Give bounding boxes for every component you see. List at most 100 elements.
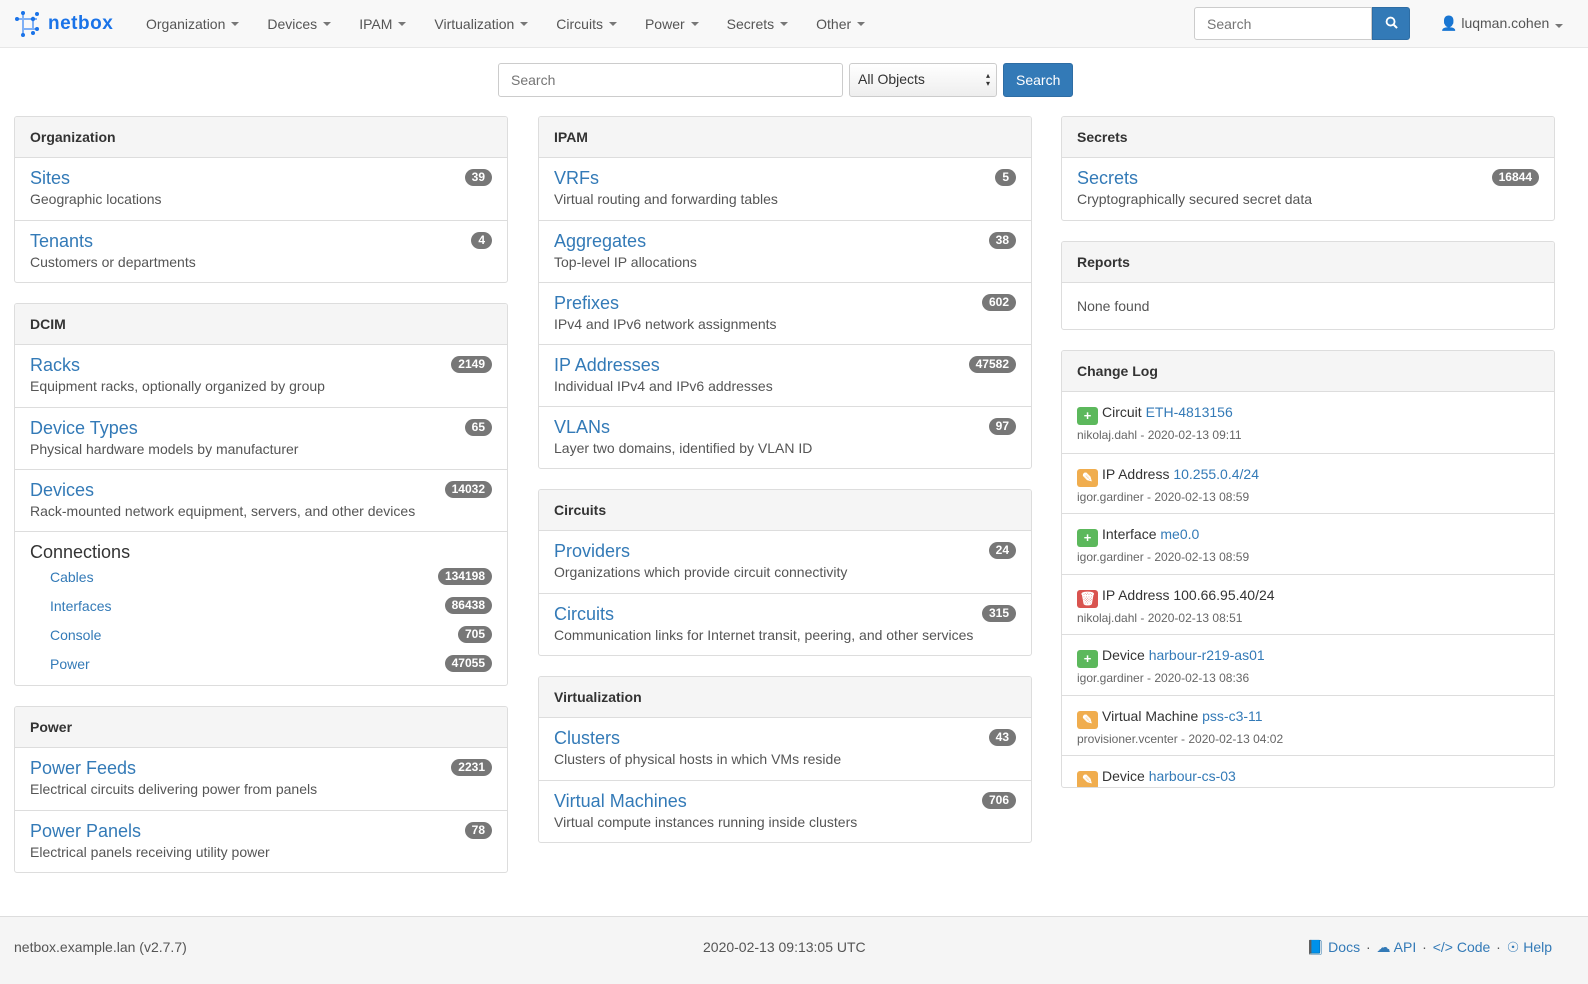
panel-reports: Reports None found: [1061, 241, 1555, 330]
update-icon: ✎: [1077, 468, 1098, 487]
user-menu[interactable]: 👤 luqman.cohen: [1440, 15, 1564, 32]
item-link[interactable]: IP Addresses: [554, 355, 660, 375]
api-link[interactable]: ☁ API: [1376, 939, 1417, 955]
item-description: Clusters of physical hosts in which VMs …: [554, 751, 842, 767]
object-link[interactable]: ETH-4813156: [1145, 404, 1233, 420]
item-description: Rack-mounted network equipment, servers,…: [30, 503, 416, 519]
panel-body: Power Feeds 2231 Electrical circuits deliv…: [15, 748, 507, 872]
nav-power[interactable]: Power: [631, 16, 713, 32]
item-link[interactable]: Sites: [30, 168, 71, 188]
footer-links: 📘 Docs · ☁ API · </> Code · ☉ Help: [1306, 939, 1552, 955]
netbox-logo-icon: [15, 10, 39, 37]
nav-devices[interactable]: Devices: [253, 16, 345, 32]
nav-circuits[interactable]: Circuits: [542, 16, 631, 32]
item-description: Virtual routing and forwarding tables: [554, 191, 778, 207]
count-badge: 47055: [444, 655, 492, 672]
caret-icon: [398, 21, 407, 26]
item-link[interactable]: Providers: [554, 541, 631, 561]
object-link[interactable]: harbour-cs-03: [1148, 768, 1236, 784]
code-link[interactable]: </> Code: [1432, 939, 1491, 955]
item-description: Organizations which provide circuit conn…: [554, 564, 848, 580]
item-link[interactable]: Prefixes: [554, 293, 620, 313]
nav-virtualization[interactable]: Virtualization: [420, 16, 542, 32]
object-link[interactable]: 10.255.0.4/24: [1173, 465, 1259, 482]
footer-time: 2020-02-13 09:13:05 UTC: [703, 939, 866, 955]
create-icon: +: [1077, 529, 1098, 547]
panel-body: Sites 39 Geographic locations Tenants 4 Custo…: [15, 158, 507, 282]
item-link[interactable]: Power Panels: [30, 821, 142, 841]
item-link[interactable]: Secrets: [1077, 168, 1139, 188]
search-icon: [1385, 16, 1398, 29]
panel-heading: IPAM: [539, 117, 1031, 158]
item-link[interactable]: Circuits: [554, 604, 615, 624]
nav-organization[interactable]: Organization: [132, 16, 253, 32]
changelog-entry: + Interface me0.0 igor.gardiner - 2020-02-…: [1062, 513, 1554, 574]
list-item-sites: Sites 39 Geographic locations: [15, 158, 507, 220]
count-badge: 47582: [968, 356, 1016, 373]
panel-body: Racks 2149 Equipment racks, optionally org…: [15, 345, 507, 685]
item-link[interactable]: Virtual Machines: [554, 791, 687, 811]
list-item-tenants: Tenants 4 Customers or departments: [15, 220, 507, 282]
object-link[interactable]: pss-c3-11: [1202, 707, 1263, 724]
empty-message: None found: [1077, 298, 1150, 314]
item-link[interactable]: Tenants: [30, 231, 94, 251]
item-link[interactable]: VRFs: [554, 168, 599, 188]
object-link[interactable]: harbour-r219-as01: [1148, 647, 1265, 663]
item-link[interactable]: Racks: [30, 355, 81, 375]
object-type-value: All Objects: [858, 71, 925, 87]
count-badge: 24: [988, 542, 1016, 559]
delete-icon: 🗑: [1077, 589, 1098, 608]
changelog-entry: ✎ IP Address 10.255.0.4/24 igor.gardiner -…: [1062, 452, 1554, 514]
item-link[interactable]: Devices: [30, 480, 95, 500]
item-link[interactable]: Aggregates: [554, 231, 647, 251]
nav-search-input[interactable]: [1194, 7, 1372, 40]
list-item-devices: Devices 14032 Rack-mounted network equipme…: [15, 469, 507, 531]
object-type: Virtual Machine: [1102, 707, 1199, 724]
panel-power: Power Power Feeds 2231 Electrical circuits …: [14, 706, 508, 873]
item-description: Top-level IP allocations: [554, 254, 697, 270]
panel-body: Clusters 43 Clusters of physical hosts in …: [539, 718, 1031, 842]
object-link[interactable]: me0.0: [1160, 526, 1200, 542]
count-badge: 14032: [444, 481, 492, 498]
list-item-clusters: Clusters 43 Clusters of physical hosts in …: [539, 718, 1031, 780]
help-link[interactable]: ☉ Help: [1506, 939, 1552, 955]
item-link[interactable]: Clusters: [554, 728, 621, 748]
list-item-racks: Racks 2149 Equipment racks, optionally org…: [15, 345, 507, 407]
count-badge: 43: [988, 729, 1016, 746]
item-link[interactable]: Power Feeds: [30, 758, 137, 778]
changelog-entry: 🗑 IP Address 100.66.95.40/24 nikolaj.dahl …: [1062, 573, 1554, 635]
item-link[interactable]: Device Types: [30, 418, 138, 438]
nav-search-button[interactable]: [1372, 7, 1410, 40]
docs-link[interactable]: 📘 Docs: [1306, 939, 1361, 955]
panel-heading: Virtualization: [539, 677, 1031, 718]
panel-heading: Change Log: [1062, 351, 1554, 392]
brand-logo[interactable]: netbox: [14, 10, 132, 38]
book-icon: 📘: [1306, 939, 1325, 955]
panel-circuits: Circuits Providers 24 Organizations which p…: [538, 489, 1032, 656]
nav-secrets[interactable]: Secrets: [713, 16, 802, 32]
panel-virtualization: Virtualization Clusters 43 Clusters of phys…: [538, 676, 1032, 843]
search-input[interactable]: [498, 63, 843, 97]
changelog-meta: nikolaj.dahl - 2020-02-13 08:51: [1077, 610, 1243, 625]
item-description: Cryptographically secured secret data: [1077, 191, 1313, 207]
item-link[interactable]: Console: [50, 627, 102, 643]
connection-item-interfaces: Interfaces 86438: [30, 592, 492, 621]
global-search-form: All Objects Search: [498, 63, 1074, 97]
item-description: Individual IPv4 and IPv6 addresses: [554, 378, 773, 394]
nav-other[interactable]: Other: [802, 16, 879, 32]
item-description: Physical hardware models by manufacturer: [30, 441, 299, 457]
nav-ipam[interactable]: IPAM: [345, 16, 420, 32]
item-link[interactable]: Interfaces: [50, 598, 112, 614]
item-description: Communication links for Internet transit…: [554, 627, 974, 643]
panel-heading: DCIM: [15, 304, 507, 345]
connections-heading: Connections: [30, 542, 131, 562]
item-link[interactable]: Power: [50, 656, 90, 672]
count-badge: 39: [464, 169, 492, 186]
item-description: Electrical circuits delivering power fro…: [30, 781, 318, 797]
panel-change-log: Change Log + Circuit ETH-4813156 nikolaj.da…: [1061, 350, 1555, 788]
item-link[interactable]: Cables: [50, 569, 94, 585]
search-button[interactable]: Search: [1003, 63, 1074, 97]
item-link[interactable]: VLANs: [554, 417, 611, 437]
object-type: IP Address: [1102, 465, 1170, 482]
object-type-select[interactable]: All Objects: [849, 63, 997, 97]
